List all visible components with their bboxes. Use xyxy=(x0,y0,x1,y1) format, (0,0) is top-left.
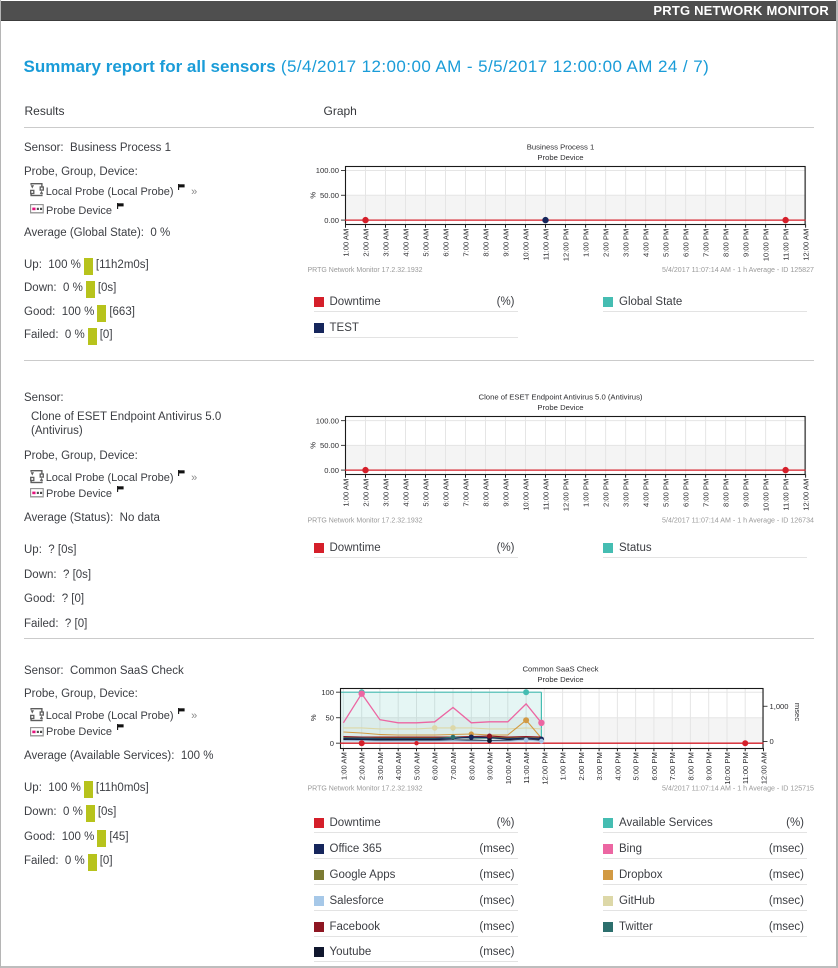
svg-text:Probe Device: Probe Device xyxy=(537,153,583,162)
svg-text:9:00 AM: 9:00 AM xyxy=(502,479,511,507)
svg-text:Clone of ESET Endpoint Antivir: Clone of ESET Endpoint Antivirus 5.0 (An… xyxy=(479,393,643,402)
svg-text:0: 0 xyxy=(770,737,774,746)
svg-text:3:00 PM: 3:00 PM xyxy=(595,752,604,780)
svg-text:%: % xyxy=(309,714,318,721)
svg-text:7:00 AM: 7:00 AM xyxy=(462,479,471,507)
svg-text:8:00 PM: 8:00 PM xyxy=(722,229,731,257)
svg-text:50.00: 50.00 xyxy=(320,441,339,450)
svg-text:0: 0 xyxy=(330,739,334,748)
svg-text:6:00 PM: 6:00 PM xyxy=(682,229,691,257)
svg-text:1:00 AM: 1:00 AM xyxy=(342,229,351,257)
svg-text:9:00 PM: 9:00 PM xyxy=(705,752,714,780)
svg-text:Probe Device: Probe Device xyxy=(537,403,583,412)
svg-text:0.00: 0.00 xyxy=(324,216,339,225)
svg-text:1:00 AM: 1:00 AM xyxy=(342,479,351,507)
svg-text:11:00 PM: 11:00 PM xyxy=(782,479,791,511)
svg-text:%: % xyxy=(309,192,318,199)
svg-text:Business Process 1: Business Process 1 xyxy=(527,143,595,152)
svg-text:9:00 PM: 9:00 PM xyxy=(742,479,751,507)
svg-text:6:00 PM: 6:00 PM xyxy=(682,479,691,507)
svg-text:msec: msec xyxy=(793,703,802,721)
svg-text:11:00 PM: 11:00 PM xyxy=(782,229,791,261)
svg-text:8:00 AM: 8:00 AM xyxy=(482,479,491,507)
svg-text:10:00 AM: 10:00 AM xyxy=(504,752,513,784)
svg-text:12:00 AM: 12:00 AM xyxy=(760,752,769,784)
svg-text:2:00 AM: 2:00 AM xyxy=(362,229,371,257)
svg-text:8:00 PM: 8:00 PM xyxy=(722,479,731,507)
svg-text:Common SaaS Check: Common SaaS Check xyxy=(522,665,598,674)
svg-text:5/4/2017 11:07:14 AM - 1 h Ave: 5/4/2017 11:07:14 AM - 1 h Average - ID … xyxy=(662,784,814,792)
svg-text:7:00 AM: 7:00 AM xyxy=(462,229,471,257)
svg-text:10:00 AM: 10:00 AM xyxy=(522,479,531,511)
svg-text:2:00 PM: 2:00 PM xyxy=(602,229,611,257)
svg-text:2:00 AM: 2:00 AM xyxy=(362,479,371,507)
svg-text:6:00 AM: 6:00 AM xyxy=(431,752,440,780)
svg-text:3:00 PM: 3:00 PM xyxy=(622,229,631,257)
svg-text:10:00 PM: 10:00 PM xyxy=(762,229,771,262)
svg-text:5:00 PM: 5:00 PM xyxy=(662,229,671,257)
svg-text:PRTG Network Monitor 17.2.32.1: PRTG Network Monitor 17.2.32.1932 xyxy=(308,785,423,792)
svg-text:10:00 PM: 10:00 PM xyxy=(723,752,732,785)
svg-text:3:00 AM: 3:00 AM xyxy=(382,479,391,507)
svg-text:5:00 PM: 5:00 PM xyxy=(632,752,641,780)
svg-text:0.00: 0.00 xyxy=(324,466,339,475)
svg-text:9:00 AM: 9:00 AM xyxy=(502,229,511,257)
svg-text:5/4/2017 11:07:14 AM - 1 h Ave: 5/4/2017 11:07:14 AM - 1 h Average - ID … xyxy=(662,516,814,524)
svg-text:12:00 AM: 12:00 AM xyxy=(802,479,811,511)
svg-text:100.00: 100.00 xyxy=(316,166,339,175)
svg-text:7:00 PM: 7:00 PM xyxy=(702,229,711,257)
svg-text:12:00 PM: 12:00 PM xyxy=(540,752,549,785)
svg-text:4:00 PM: 4:00 PM xyxy=(642,229,651,257)
svg-text:6:00 AM: 6:00 AM xyxy=(442,229,451,257)
svg-text:8:00 AM: 8:00 AM xyxy=(482,229,491,257)
svg-text:1:00 PM: 1:00 PM xyxy=(582,229,591,257)
svg-text:50.00: 50.00 xyxy=(320,191,339,200)
svg-text:1:00 AM: 1:00 AM xyxy=(339,752,348,780)
svg-text:9:00 PM: 9:00 PM xyxy=(742,229,751,257)
svg-text:7:00 PM: 7:00 PM xyxy=(702,479,711,507)
svg-text:7:00 AM: 7:00 AM xyxy=(449,752,458,780)
svg-text:8:00 AM: 8:00 AM xyxy=(467,752,476,780)
svg-text:5:00 PM: 5:00 PM xyxy=(662,479,671,507)
svg-text:10:00 AM: 10:00 AM xyxy=(522,229,531,261)
svg-text:7:00 PM: 7:00 PM xyxy=(668,752,677,780)
svg-text:%: % xyxy=(309,442,318,449)
svg-text:6:00 PM: 6:00 PM xyxy=(650,752,659,780)
svg-text:12:00 AM: 12:00 AM xyxy=(802,229,811,261)
svg-text:1,000: 1,000 xyxy=(770,702,789,711)
svg-text:100.00: 100.00 xyxy=(316,416,339,425)
svg-text:9:00 AM: 9:00 AM xyxy=(486,752,495,780)
svg-text:PRTG Network Monitor 17.2.32.1: PRTG Network Monitor 17.2.32.1932 xyxy=(308,267,423,274)
svg-text:10:00 PM: 10:00 PM xyxy=(762,479,771,512)
svg-text:3:00 AM: 3:00 AM xyxy=(382,229,391,257)
svg-text:12:00 PM: 12:00 PM xyxy=(562,229,571,262)
svg-text:5/4/2017 11:07:14 AM - 1 h Ave: 5/4/2017 11:07:14 AM - 1 h Average - ID … xyxy=(662,266,814,274)
svg-text:4:00 AM: 4:00 AM xyxy=(394,752,403,780)
svg-text:4:00 AM: 4:00 AM xyxy=(402,229,411,257)
svg-text:4:00 AM: 4:00 AM xyxy=(402,479,411,507)
svg-text:4:00 PM: 4:00 PM xyxy=(642,479,651,507)
svg-text:3:00 PM: 3:00 PM xyxy=(622,479,631,507)
svg-text:5:00 AM: 5:00 AM xyxy=(422,479,431,507)
svg-text:4:00 PM: 4:00 PM xyxy=(613,752,622,780)
svg-text:11:00 AM: 11:00 AM xyxy=(542,479,551,511)
svg-text:8:00 PM: 8:00 PM xyxy=(686,752,695,780)
svg-text:50: 50 xyxy=(326,713,334,722)
svg-text:1:00 PM: 1:00 PM xyxy=(582,479,591,507)
svg-text:2:00 AM: 2:00 AM xyxy=(358,752,367,780)
svg-text:2:00 PM: 2:00 PM xyxy=(602,479,611,507)
svg-text:12:00 PM: 12:00 PM xyxy=(562,479,571,512)
svg-text:1:00 PM: 1:00 PM xyxy=(559,752,568,780)
svg-text:100: 100 xyxy=(321,688,334,697)
svg-text:6:00 AM: 6:00 AM xyxy=(442,479,451,507)
svg-text:5:00 AM: 5:00 AM xyxy=(413,752,422,780)
svg-text:11:00 AM: 11:00 AM xyxy=(542,229,551,261)
svg-text:11:00 AM: 11:00 AM xyxy=(522,752,531,784)
svg-text:3:00 AM: 3:00 AM xyxy=(376,752,385,780)
svg-text:PRTG Network Monitor 17.2.32.1: PRTG Network Monitor 17.2.32.1932 xyxy=(308,517,423,524)
svg-text:Probe Device: Probe Device xyxy=(537,675,583,684)
svg-text:2:00 PM: 2:00 PM xyxy=(577,752,586,780)
svg-text:11:00 PM: 11:00 PM xyxy=(741,752,750,784)
svg-text:5:00 AM: 5:00 AM xyxy=(422,229,431,257)
